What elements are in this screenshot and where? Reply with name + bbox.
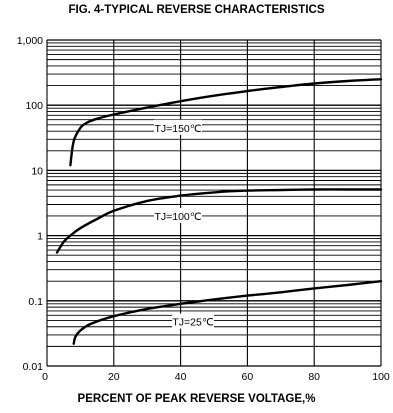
x-tick-label: 0: [42, 371, 48, 383]
grid-layer: [46, 39, 382, 367]
y-tick-label: 0.1: [28, 296, 43, 308]
x-axis-label: PERCENT OF PEAK REVERSE VOLTAGE,%: [77, 393, 316, 405]
y-tick-label: 100: [25, 100, 43, 112]
annotation-tj150-bg: [153, 119, 203, 135]
tj100-curve: [55, 188, 383, 254]
y-tick-label: 1: [37, 231, 43, 243]
annotation-tj25: TJ=25℃: [172, 317, 213, 329]
x-tick-label: 60: [242, 371, 254, 383]
annotation-tj100: TJ=100℃: [154, 211, 201, 223]
x-tick-label: 80: [308, 371, 320, 383]
x-tick-label: 40: [175, 371, 187, 383]
label-layer: TJ=150℃ TJ=100℃ TJ=25℃: [153, 119, 214, 329]
annotation-tj150: TJ=150℃: [154, 123, 201, 135]
tj150-curve: [69, 78, 383, 167]
tj25-curve: [72, 280, 383, 345]
annotation-tj25-bg: [172, 313, 214, 329]
tick-layer: 0.01 0.1 1 10 100 1,000 0 20 40 60 80 100: [17, 35, 390, 383]
x-tick-label: 100: [372, 371, 390, 383]
chart-title: FIG. 4-TYPICAL REVERSE CHARACTERISTICS: [68, 4, 325, 16]
y-tick-label: 0.01: [23, 361, 44, 373]
x-tick-label: 20: [108, 371, 120, 383]
y-tick-label: 10: [31, 165, 43, 177]
series-layer: [55, 78, 383, 345]
y-tick-label: 1,000: [17, 35, 43, 47]
annotation-tj100-bg: [153, 207, 203, 223]
